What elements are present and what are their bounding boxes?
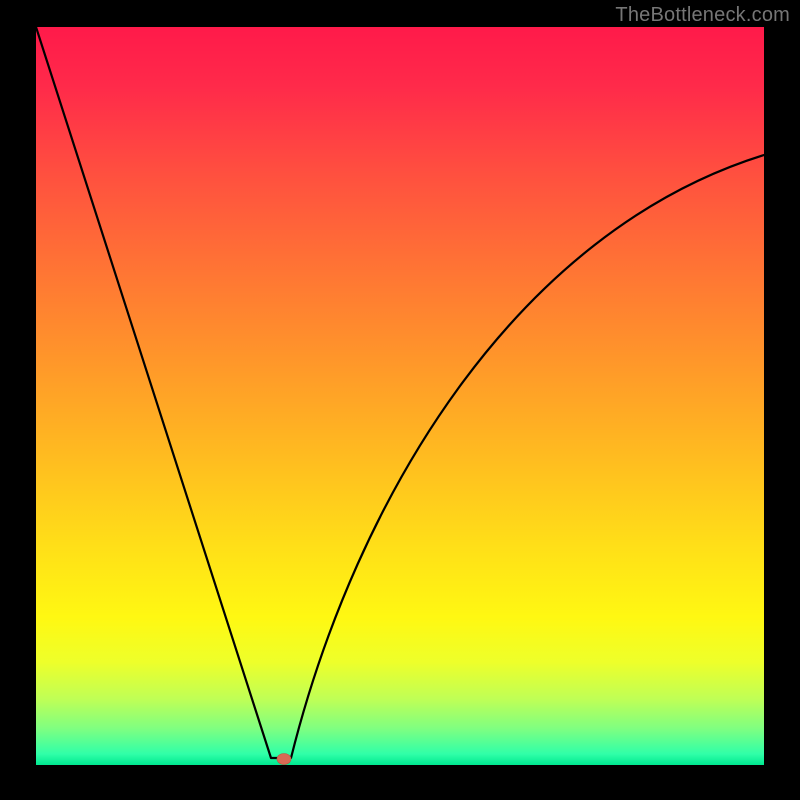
bottleneck-curve	[36, 27, 764, 758]
plot-area	[36, 27, 764, 765]
minimum-marker	[277, 754, 291, 765]
curve-layer	[36, 27, 764, 765]
watermark-text: TheBottleneck.com	[615, 4, 790, 27]
